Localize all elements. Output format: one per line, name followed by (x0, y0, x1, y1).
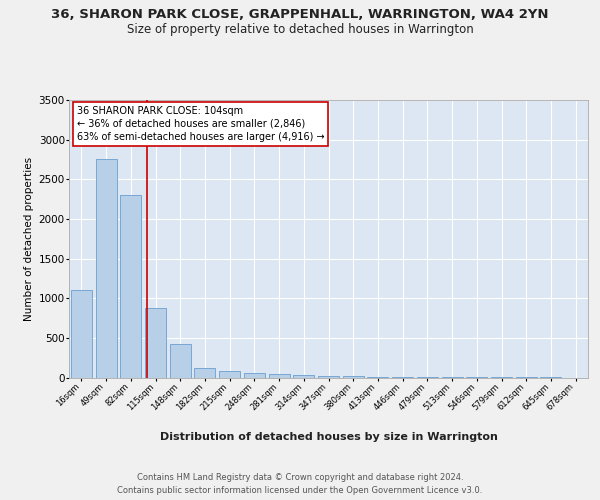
Bar (318, 376, 339, 378)
Text: Size of property relative to detached houses in Warrington: Size of property relative to detached ho… (127, 22, 473, 36)
Text: Contains HM Land Registry data © Crown copyright and database right 2024.: Contains HM Land Registry data © Crown c… (137, 472, 463, 482)
Text: Contains public sector information licensed under the Open Government Licence v3: Contains public sector information licen… (118, 486, 482, 495)
Bar (343, 376, 364, 378)
Text: 36, SHARON PARK CLOSE, GRAPPENHALL, WARRINGTON, WA4 2YN: 36, SHARON PARK CLOSE, GRAPPENHALL, WARR… (51, 8, 549, 20)
Text: 36 SHARON PARK CLOSE: 104sqm
← 36% of detached houses are smaller (2,846)
63% of: 36 SHARON PARK CLOSE: 104sqm ← 36% of de… (77, 106, 325, 142)
Bar (367, 376, 388, 378)
Bar (244, 372, 265, 378)
Bar (293, 375, 314, 378)
Bar (120, 195, 141, 378)
Bar (269, 374, 290, 378)
Bar (170, 344, 191, 378)
Y-axis label: Number of detached properties: Number of detached properties (25, 156, 34, 321)
Text: Distribution of detached houses by size in Warrington: Distribution of detached houses by size … (160, 432, 498, 442)
Bar (95, 160, 116, 378)
Bar (145, 308, 166, 378)
Bar (392, 377, 413, 378)
Bar (71, 290, 92, 378)
Bar (194, 368, 215, 378)
Bar (219, 371, 240, 378)
